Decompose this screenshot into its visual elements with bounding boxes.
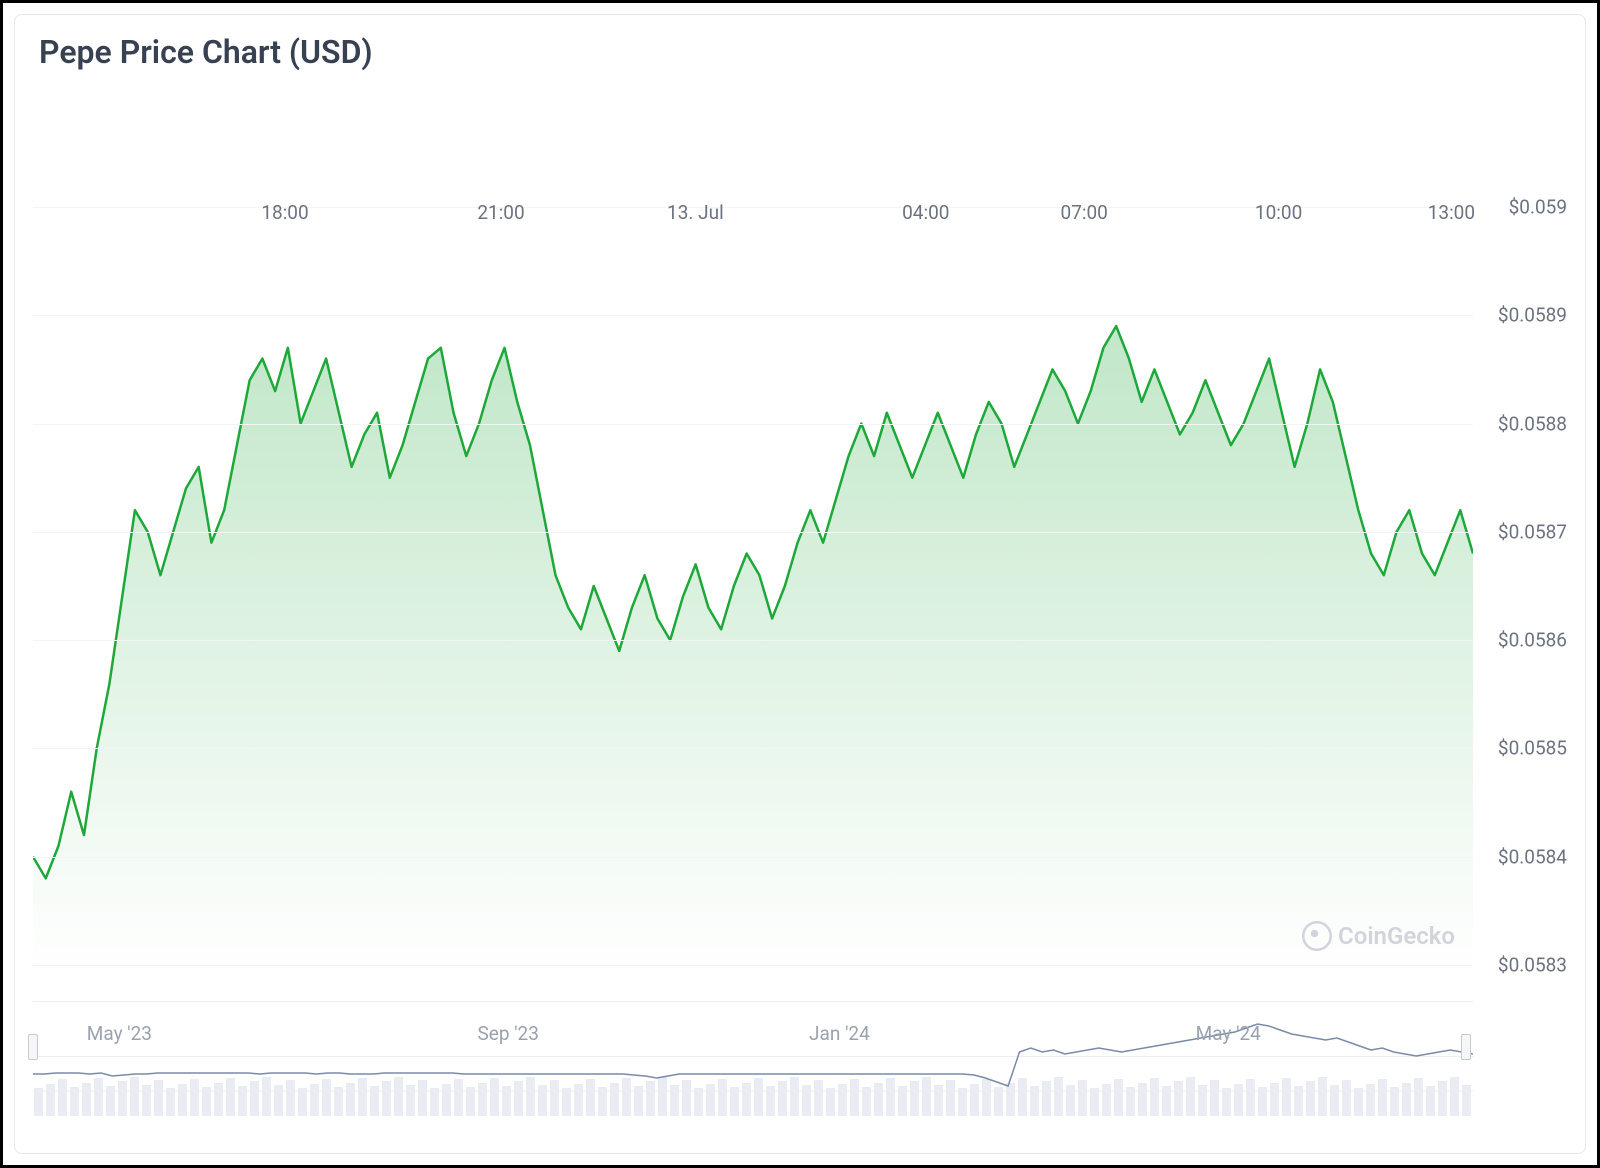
y-tick-label: $0.0583	[1498, 954, 1567, 977]
volume-bar	[694, 1088, 703, 1116]
navigator[interactable]: May '23 Sep '23 Jan '24 May '24	[33, 1001, 1473, 1091]
gridline	[33, 748, 1473, 749]
gridline	[33, 640, 1473, 641]
plot-area[interactable]: CoinGecko	[33, 201, 1473, 971]
x-axis: 18:00 21:00 13. Jul 04:00 07:00 10:00 13:00	[33, 201, 1473, 237]
y-tick-label: $0.059	[1509, 196, 1567, 219]
volume-bar	[1354, 1088, 1363, 1116]
navigator-tick-label: Sep '23	[477, 1022, 538, 1045]
y-tick-label: $0.0588	[1498, 412, 1567, 435]
navigator-handle-left[interactable]	[28, 1034, 38, 1060]
watermark-text: CoinGecko	[1338, 922, 1455, 950]
chart-title: Pepe Price Chart (USD)	[33, 33, 1575, 71]
navigator-tick-label: May '23	[87, 1022, 152, 1045]
y-tick-label: $0.0584	[1498, 845, 1567, 868]
navigator-handle-right[interactable]	[1461, 1034, 1471, 1060]
price-line-svg	[33, 201, 1473, 971]
coingecko-icon	[1302, 921, 1332, 951]
volume-bar	[34, 1088, 43, 1116]
volume-bar	[298, 1088, 307, 1116]
x-tick-label: 13:00	[1428, 201, 1475, 224]
navigator-tick-label: May '24	[1196, 1022, 1261, 1045]
volume-bar	[430, 1088, 439, 1116]
volume-bar	[826, 1088, 835, 1116]
x-tick-label: 21:00	[477, 201, 524, 224]
gridline	[33, 857, 1473, 858]
main-chart[interactable]: CoinGecko $0.059$0.0589$0.0588$0.0587$0.…	[33, 201, 1575, 971]
x-tick-label: 18:00	[261, 201, 308, 224]
volume-bar	[1090, 1088, 1099, 1116]
volume-bar	[958, 1088, 967, 1116]
x-tick-label: 04:00	[902, 201, 949, 224]
y-tick-label: $0.0586	[1498, 629, 1567, 652]
navigator-tick-label: Jan '24	[809, 1022, 870, 1045]
y-tick-label: $0.0587	[1498, 520, 1567, 543]
x-tick-label: 07:00	[1061, 201, 1108, 224]
y-axis: $0.059$0.0589$0.0588$0.0587$0.0586$0.058…	[1485, 201, 1575, 971]
x-tick-label: 13. Jul	[667, 201, 724, 224]
navigator-svg	[33, 1002, 1473, 1092]
y-tick-label: $0.0589	[1498, 304, 1567, 327]
gridline	[33, 424, 1473, 425]
volume-bar	[1222, 1088, 1231, 1116]
gridline	[33, 965, 1473, 966]
volume-bar	[562, 1088, 571, 1116]
price-chart-card: Pepe Price Chart (USD) CoinGecko $0.059 $…	[14, 14, 1586, 1154]
y-tick-label: $0.0585	[1498, 737, 1567, 760]
x-tick-label: 10:00	[1255, 201, 1302, 224]
volume-bar	[166, 1088, 175, 1116]
gridline	[33, 315, 1473, 316]
gridline	[33, 532, 1473, 533]
watermark: CoinGecko	[1302, 921, 1455, 951]
